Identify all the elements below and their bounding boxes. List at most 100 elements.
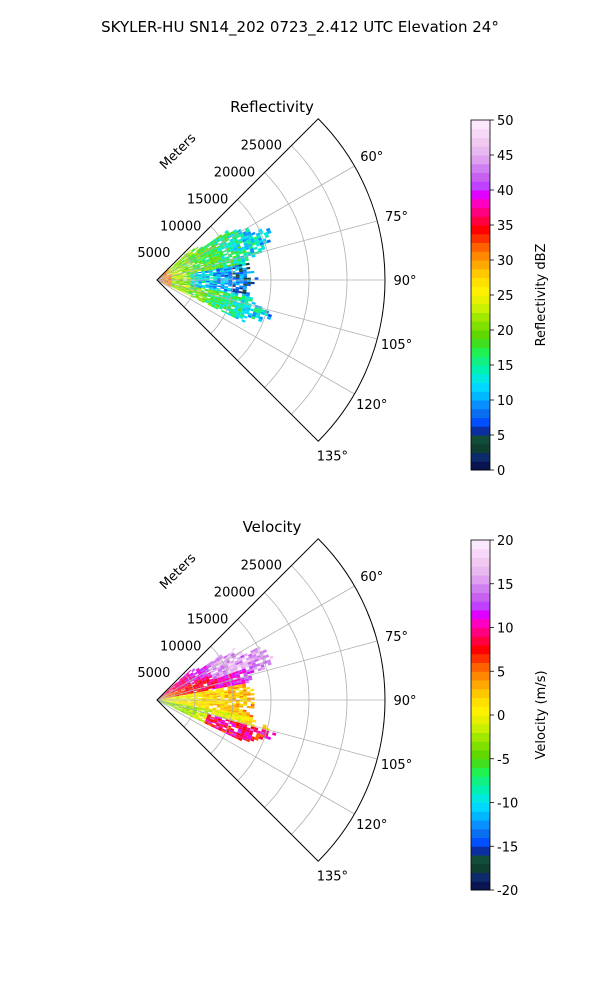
- echo-cell: [231, 663, 237, 667]
- echo-cell: [254, 727, 259, 731]
- echo-cell: [190, 702, 195, 704]
- echo-cell: [186, 694, 191, 696]
- echo-cell: [219, 663, 224, 667]
- echo-cell: [201, 285, 206, 287]
- echo-cell: [223, 707, 228, 710]
- colorbar-segment: [471, 741, 490, 751]
- echo-cell: [243, 315, 248, 319]
- echo-cell: [171, 281, 176, 283]
- echo-cell: [204, 721, 209, 725]
- echo-cell: [232, 311, 238, 315]
- echo-cell: [212, 271, 217, 274]
- echo-cell: [186, 285, 191, 287]
- echo-cell: [209, 282, 214, 284]
- echo-cell: [163, 282, 168, 285]
- echo-cell: [168, 276, 172, 278]
- echo-cell: [186, 692, 191, 694]
- echo-cell: [225, 666, 230, 670]
- echo-cell: [245, 738, 251, 743]
- echo-cell: [202, 278, 206, 280]
- echo-cell: [175, 278, 180, 280]
- echo-cell: [204, 256, 209, 259]
- echo-cell: [246, 251, 251, 255]
- echo-cell: [163, 693, 167, 696]
- echo-cell: [182, 704, 187, 707]
- echo-cell: [226, 712, 231, 716]
- echo-cell: [183, 684, 188, 687]
- echo-cell: [236, 312, 241, 316]
- echo-cell: [235, 708, 240, 712]
- echo-cell: [186, 284, 191, 287]
- colorbar-segment: [471, 295, 490, 305]
- echo-cell: [216, 268, 220, 271]
- echo-cell: [233, 238, 238, 242]
- echo-cell: [202, 262, 207, 265]
- echo-cell: [255, 232, 261, 237]
- echo-cell: [194, 283, 199, 285]
- echo-cell: [240, 664, 245, 668]
- echo-cell: [190, 276, 195, 278]
- echo-cell: [168, 282, 172, 284]
- echo-cell: [199, 683, 204, 686]
- echo-cell: [167, 694, 172, 697]
- echo-cell: [197, 271, 202, 274]
- echo-cell: [180, 267, 185, 270]
- echo-cell: [182, 674, 186, 678]
- echo-cell: [205, 678, 210, 682]
- echo-cell: [225, 668, 230, 672]
- echo-cell: [204, 675, 209, 678]
- echo-cell: [227, 267, 232, 271]
- echo-cell: [213, 300, 218, 303]
- echo-cell: [233, 230, 239, 235]
- azimuth-tick-label: 120°: [356, 818, 387, 833]
- echo-cell: [216, 666, 221, 671]
- echo-cell: [240, 719, 245, 723]
- echo-cell: [168, 698, 173, 700]
- echo-cell: [163, 702, 168, 705]
- echo-cell: [227, 234, 232, 239]
- colorbar-segment: [471, 846, 490, 856]
- echo-cell: [238, 671, 244, 675]
- echo-cell: [194, 277, 199, 279]
- echo-cell: [177, 688, 182, 691]
- echo-cell: [175, 283, 180, 285]
- echo-cell: [226, 306, 231, 310]
- echo-cell: [188, 711, 193, 715]
- echo-cell: [174, 683, 178, 687]
- velocity-panel: Velocity Meters Velocity (m/s) 500010000…: [137, 518, 549, 899]
- echo-cell: [190, 278, 195, 280]
- echo-cell: [194, 284, 199, 286]
- colorbar-segment: [471, 242, 490, 252]
- echo-cell: [197, 679, 202, 682]
- echo-cell: [188, 685, 193, 688]
- echo-cell: [176, 687, 181, 690]
- echo-cell: [177, 268, 182, 271]
- echo-cell: [171, 285, 175, 287]
- echo-cell: [239, 285, 244, 288]
- radial-tick-label: 5000: [137, 666, 170, 681]
- echo-cell: [168, 280, 173, 281]
- echo-cell: [253, 236, 258, 240]
- echo-cell: [224, 694, 229, 697]
- echo-cell: [231, 302, 237, 306]
- echo-cell: [216, 694, 221, 696]
- echo-cell: [241, 246, 246, 250]
- echo-cell: [246, 736, 251, 741]
- echo-cell: [184, 258, 189, 262]
- echo-cell: [218, 683, 223, 686]
- echo-cell: [216, 674, 221, 678]
- echo-cell: [224, 271, 229, 274]
- echo-cell: [189, 287, 194, 290]
- echo-cell: [237, 262, 242, 265]
- echo-cell: [228, 284, 232, 287]
- echo-cell: [181, 688, 186, 691]
- echo-cell: [206, 259, 211, 263]
- echo-cell: [214, 242, 219, 246]
- echo-cell: [166, 271, 170, 274]
- echo-cell: [255, 663, 261, 667]
- echo-cell: [167, 283, 172, 286]
- echo-cell: [237, 730, 242, 734]
- echo-cell: [238, 650, 243, 655]
- echo-cell: [198, 282, 202, 284]
